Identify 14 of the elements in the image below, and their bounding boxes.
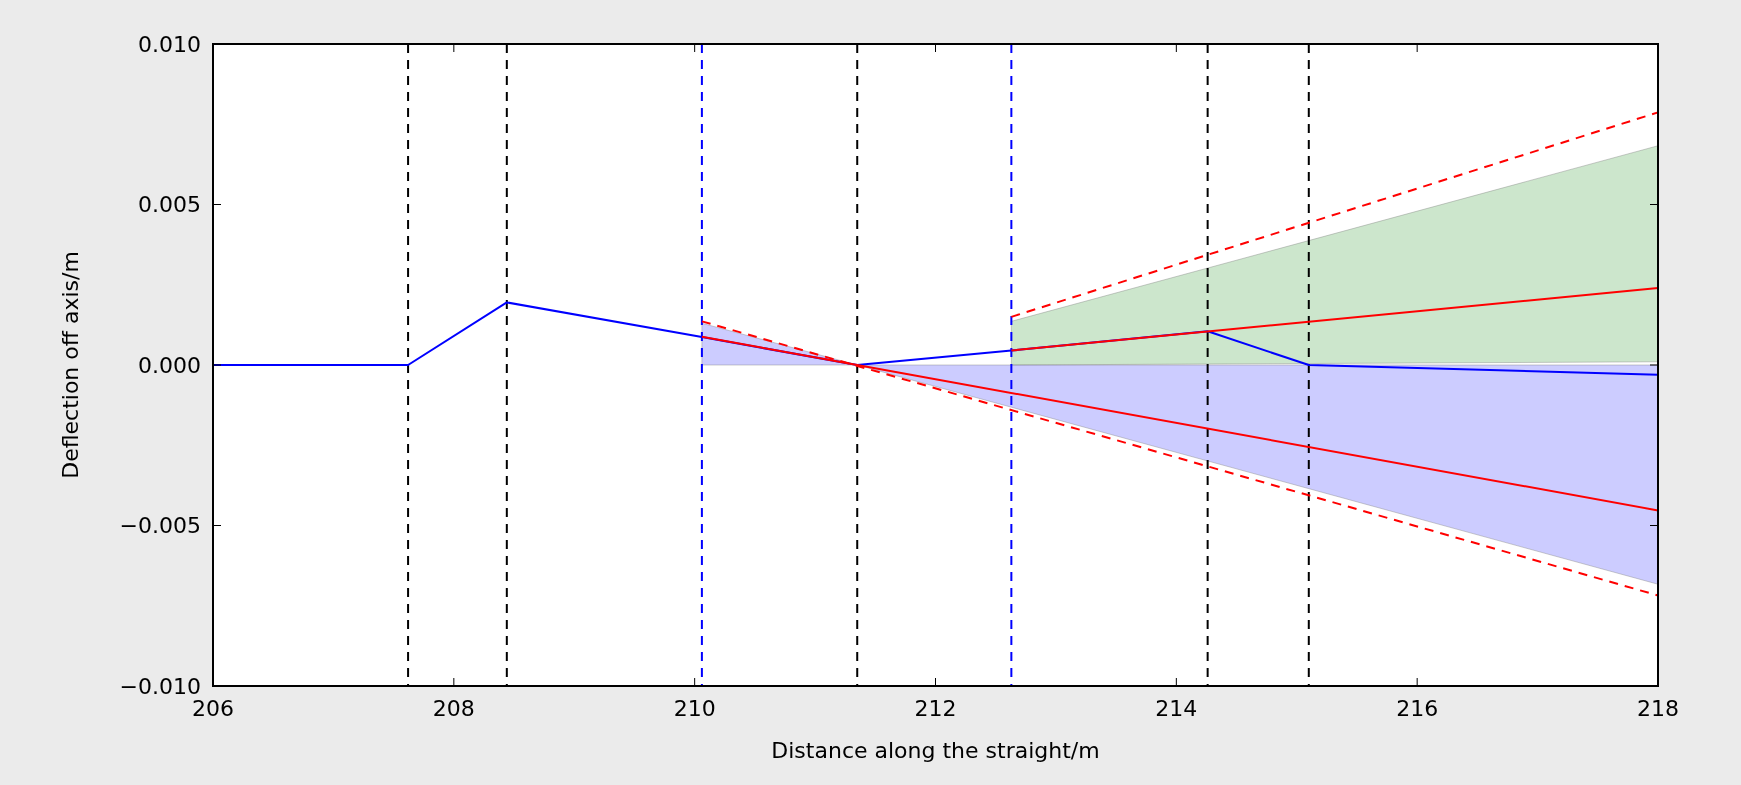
x-tick-label: 206 [192, 696, 234, 721]
x-tick-label: 210 [673, 696, 716, 721]
x-tick-label: 208 [432, 696, 475, 721]
y-tick-label: −0.005 [119, 513, 201, 539]
y-axis-title: Deflection off axis/m [58, 251, 83, 479]
x-tick-label: 212 [914, 696, 957, 721]
x-tick-label: 216 [1396, 696, 1439, 721]
x-tick-label: 214 [1155, 696, 1198, 721]
y-tick-label: −0.010 [119, 673, 201, 699]
y-tick-label: 0.010 [138, 31, 201, 57]
y-tick-label: 0.005 [138, 192, 201, 218]
x-axis-title: Distance along the straight/m [771, 738, 1100, 763]
y-tick-label: 0.000 [138, 352, 201, 378]
x-tick-label: 218 [1637, 696, 1679, 721]
